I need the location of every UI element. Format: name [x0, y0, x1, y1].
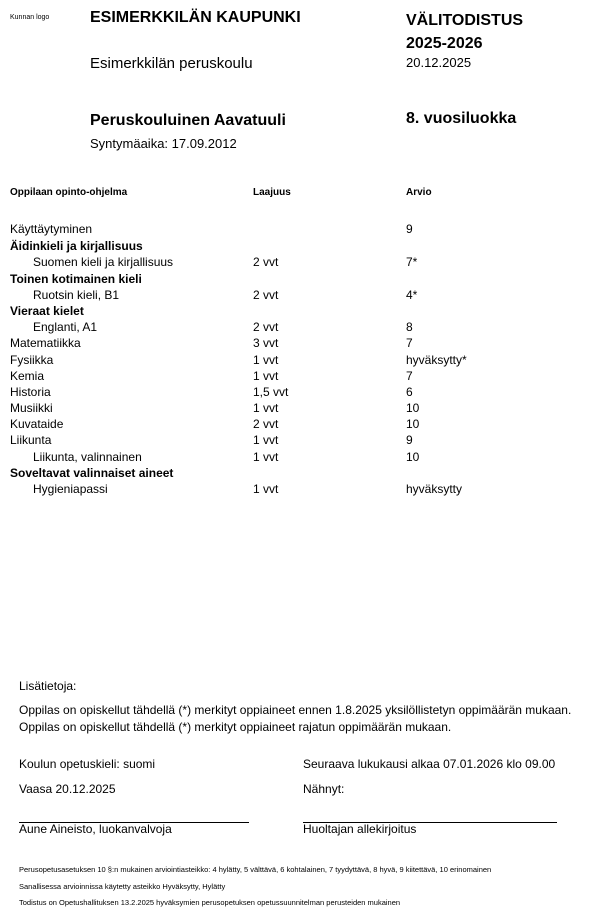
school-name: Esimerkkilän peruskoulu: [90, 55, 253, 72]
school-year: 2025-2026: [406, 35, 483, 52]
subject-name: Vieraat kielet: [10, 303, 84, 318]
subject-grade: 8: [406, 320, 413, 335]
subject-scope: 1 vvt: [253, 482, 279, 496]
subject-name: Kemia: [10, 368, 45, 383]
table-row: Englanti, A1 2 vvt 8: [0, 320, 602, 336]
footer-verbal-scale: Sanallisessa arvioinnissa käytetty astei…: [19, 882, 226, 891]
teacher-signature-line: [19, 822, 249, 823]
subject-group-row: Soveltavat valinnaiset aineet: [0, 466, 602, 482]
table-row: Fysiikka 1 vvt hyväksytty*: [0, 353, 602, 369]
table-row: Liikunta 1 vvt 9: [0, 433, 602, 449]
next-term: Seuraava lukukausi alkaa 07.01.2026 klo …: [303, 757, 556, 771]
subject-name: Liikunta: [10, 433, 52, 448]
student-name: Peruskouluinen Aavatuuli: [90, 112, 286, 129]
subject-grade: 6: [406, 384, 413, 399]
table-row: Kuvataide 2 vvt 10: [0, 417, 602, 433]
seen-label: Nähnyt:: [303, 782, 345, 796]
subject-scope: 2 vvt: [253, 255, 279, 270]
subject-name: Suomen kieli ja kirjallisuus: [33, 255, 174, 270]
subject-scope: 1 vvt: [253, 368, 279, 383]
subject-grade: 7: [406, 368, 413, 383]
column-header-subject: Oppilaan opinto-ohjelma: [10, 187, 128, 198]
subject-name: Liikunta, valinnainen: [33, 449, 142, 464]
column-header-grade: Arvio: [406, 187, 432, 198]
municipality-name: ESIMERKKILÄN KAUPUNKI: [90, 9, 301, 26]
subject-name: Ruotsin kieli, B1: [33, 287, 120, 302]
place-date: Vaasa 20.12.2025: [19, 782, 116, 796]
subject-scope: 1,5 vvt: [253, 384, 289, 399]
subject-group-row: Vieraat kielet: [0, 304, 602, 320]
table-row: Matematiikka 3 vvt 7: [0, 336, 602, 352]
info-note-1: Oppilas on opiskellut tähdellä (*) merki…: [19, 703, 572, 717]
subject-name: Matematiikka: [10, 336, 81, 351]
info-label: Lisätietoja:: [19, 679, 77, 693]
subject-name: Soveltavat valinnaiset aineet: [10, 465, 174, 480]
subject-name: Historia: [10, 384, 51, 399]
subject-scope: 3 vvt: [253, 336, 279, 351]
subject-grade: 4*: [406, 287, 418, 302]
subject-grade: 10: [406, 417, 420, 432]
subject-scope: 1 vvt: [253, 401, 279, 416]
table-row: Kemia 1 vvt 7: [0, 369, 602, 385]
subject-grade: 10: [406, 449, 420, 464]
subject-scope: 2 vvt: [253, 417, 279, 432]
table-row: Hygieniapassi 1 vvt hyväksytty: [0, 482, 602, 498]
subject-group-row: Toinen kotimainen kieli: [0, 272, 602, 288]
subject-scope: 2 vvt: [253, 287, 279, 302]
info-note-2: Oppilas on opiskellut tähdellä (*) merki…: [19, 720, 452, 734]
document-type: VÄLITODISTUS: [406, 12, 524, 29]
guardian-signature-label: Huoltajan allekirjoitus: [303, 822, 417, 836]
table-row: Historia 1,5 vvt 6: [0, 385, 602, 401]
subject-scope: 1 vvt: [253, 449, 279, 464]
subject-group-row: Äidinkieli ja kirjallisuus: [0, 239, 602, 255]
subject-grade: 7*: [406, 255, 418, 270]
table-row: Liikunta, valinnainen 1 vvt 10: [0, 450, 602, 466]
subject-name: Englanti, A1: [33, 320, 98, 335]
subject-grade: hyväksytty: [406, 482, 463, 496]
subject-name: Käyttäytyminen: [10, 222, 93, 236]
subject-name: Äidinkieli ja kirjallisuus: [10, 239, 143, 254]
subject-grade: 7: [406, 336, 413, 351]
subjects-table: Käyttäytyminen 9 Äidinkieli ja kirjallisuu…: [0, 222, 602, 498]
subject-name: Hygieniapassi: [33, 482, 108, 496]
subject-grade: hyväksytty*: [406, 352, 467, 367]
footer-grading-scale: Perusopetusasetuksen 10 §:n mukainen arv…: [19, 865, 492, 874]
subject-scope: 1 vvt: [253, 433, 279, 448]
subject-name: Musiikki: [10, 401, 53, 416]
teaching-language: Koulun opetuskieli: suomi: [19, 757, 156, 771]
subject-scope: 2 vvt: [253, 320, 279, 335]
subject-scope: 1 vvt: [253, 352, 279, 367]
document-title: VÄLITODISTUS 2025-2026: [406, 9, 523, 55]
birthdate: Syntymäaika: 17.09.2012: [90, 136, 237, 151]
footer-curriculum: Todistus on Opetushallituksen 13.2.2025 …: [19, 898, 401, 907]
subject-grade: 10: [406, 401, 420, 416]
subject-name: Kuvataide: [10, 417, 64, 432]
subject-grade: 9: [406, 222, 413, 236]
grade-level: 8. vuosiluokka: [406, 110, 517, 127]
guardian-signature-line: [303, 822, 557, 823]
subject-name: Fysiikka: [10, 352, 54, 367]
subject-name: Toinen kotimainen kieli: [10, 271, 142, 286]
teacher-name: Aune Aineisto, luokanvalvoja: [19, 822, 172, 836]
issue-date: 20.12.2025: [406, 55, 472, 70]
table-row: Käyttäytyminen 9: [0, 222, 602, 238]
column-header-scope: Laajuus: [253, 187, 291, 198]
municipality-logo: Kunnan logo: [10, 14, 50, 21]
table-row: Musiikki 1 vvt 10: [0, 401, 602, 417]
subject-grade: 9: [406, 433, 413, 448]
table-row: Ruotsin kieli, B1 2 vvt 4*: [0, 288, 602, 304]
table-row: Suomen kieli ja kirjallisuus 2 vvt 7*: [0, 255, 602, 271]
